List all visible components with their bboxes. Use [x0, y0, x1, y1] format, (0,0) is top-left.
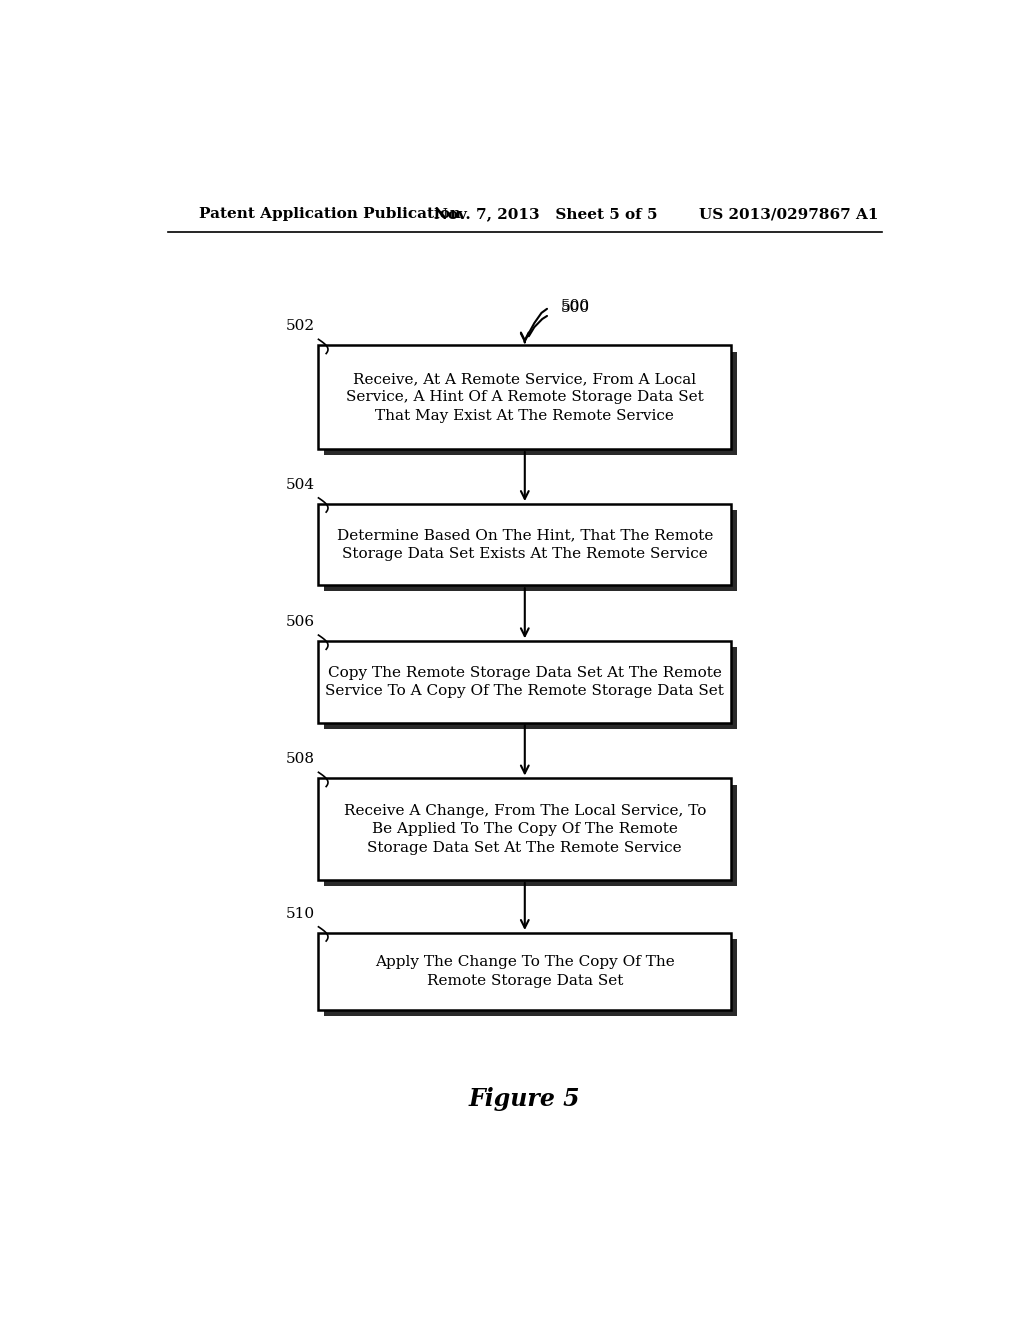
Bar: [318, 933, 731, 1010]
Bar: [324, 784, 736, 886]
Text: Determine Based On The Hint, That The Remote
Storage Data Set Exists At The Remo: Determine Based On The Hint, That The Re…: [337, 528, 713, 561]
Bar: [318, 346, 731, 449]
Text: Patent Application Publication: Patent Application Publication: [200, 207, 462, 222]
Bar: [324, 647, 736, 729]
Bar: [324, 351, 736, 455]
Text: 506: 506: [286, 615, 314, 630]
Bar: [318, 504, 731, 585]
Text: 500: 500: [560, 301, 590, 314]
Text: 502: 502: [286, 319, 314, 333]
Text: 510: 510: [286, 907, 314, 921]
Text: Apply The Change To The Copy Of The
Remote Storage Data Set: Apply The Change To The Copy Of The Remo…: [375, 956, 675, 987]
Text: Figure 5: Figure 5: [469, 1086, 581, 1110]
Text: 504: 504: [286, 478, 314, 492]
Bar: [324, 510, 736, 591]
Text: 508: 508: [286, 752, 314, 766]
Text: Copy The Remote Storage Data Set At The Remote
Service To A Copy Of The Remote S: Copy The Remote Storage Data Set At The …: [326, 665, 724, 698]
Text: Nov. 7, 2013   Sheet 5 of 5: Nov. 7, 2013 Sheet 5 of 5: [433, 207, 657, 222]
Text: Receive A Change, From The Local Service, To
Be Applied To The Copy Of The Remot: Receive A Change, From The Local Service…: [344, 804, 706, 854]
Text: Receive, At A Remote Service, From A Local
Service, A Hint Of A Remote Storage D: Receive, At A Remote Service, From A Loc…: [346, 372, 703, 422]
Bar: [318, 779, 731, 880]
Bar: [324, 939, 736, 1016]
Text: 500: 500: [560, 298, 590, 313]
Bar: [318, 642, 731, 722]
Text: US 2013/0297867 A1: US 2013/0297867 A1: [699, 207, 879, 222]
